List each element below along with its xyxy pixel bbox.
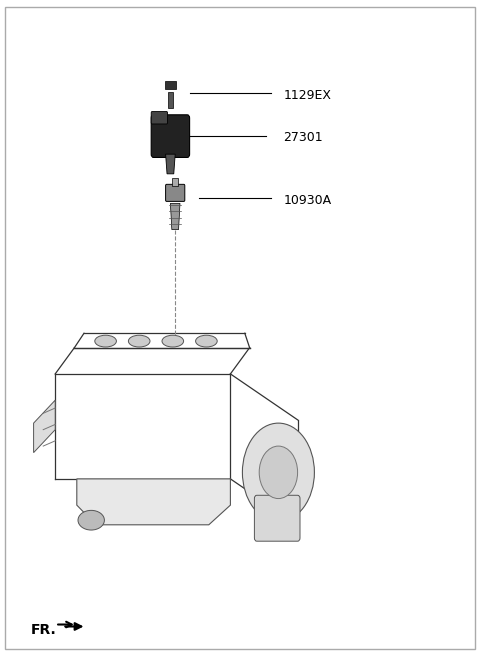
Ellipse shape — [95, 335, 116, 347]
Ellipse shape — [162, 335, 184, 347]
Ellipse shape — [128, 335, 150, 347]
Text: 27301: 27301 — [283, 131, 323, 144]
Polygon shape — [166, 154, 175, 174]
Ellipse shape — [196, 335, 217, 347]
Circle shape — [259, 446, 298, 499]
Polygon shape — [34, 400, 55, 453]
Polygon shape — [165, 81, 176, 89]
Polygon shape — [168, 92, 173, 108]
Text: 1129EX: 1129EX — [283, 89, 331, 102]
FancyBboxPatch shape — [166, 184, 185, 201]
FancyBboxPatch shape — [151, 112, 168, 124]
FancyBboxPatch shape — [151, 115, 190, 157]
Ellipse shape — [78, 510, 105, 530]
Polygon shape — [170, 203, 180, 230]
Text: 10930A: 10930A — [283, 194, 331, 207]
Text: FR.: FR. — [31, 623, 57, 637]
Polygon shape — [172, 178, 178, 186]
FancyBboxPatch shape — [254, 495, 300, 541]
Polygon shape — [77, 479, 230, 525]
Circle shape — [242, 423, 314, 522]
